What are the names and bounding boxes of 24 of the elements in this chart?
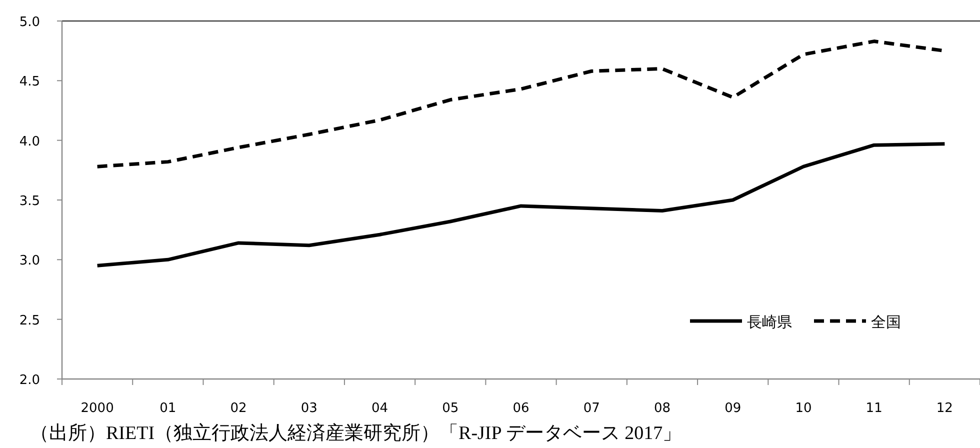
y-tick-label: 4.0 [19,134,40,150]
line-series [96,142,946,268]
y-tick-label: 2.0 [19,373,40,388]
y-tick-label: 4.5 [19,74,40,90]
x-tick-label: 09 [724,401,742,416]
legend-label: 全国 [871,313,901,331]
x-tick-label: 06 [512,401,530,416]
y-tick-label: 2.5 [19,313,40,328]
y-tick-label: 3.0 [19,254,40,269]
x-tick-label: 03 [300,401,318,416]
y-tick-label: 5.0 [19,15,40,30]
x-tick-label: 07 [583,401,600,416]
legend-label: 長崎県 [747,313,792,331]
x-tick-label: 05 [442,401,459,416]
x-tick-label: 12 [936,401,953,416]
text: （出所）RIETI（独立行政法人経済産業研究所）「R-JIP データベース 2017」 [30,422,682,444]
x-tick-label: 08 [654,401,671,416]
y-tick-label: 3.5 [19,194,40,209]
x-tick-label: 11 [866,401,882,416]
x-tick-label: 04 [371,401,388,416]
x-tick-label: 02 [230,401,247,416]
x-tick-label: 10 [795,401,812,416]
x-tick-label: 01 [160,401,176,416]
x-tick-label: 2000 [80,401,114,416]
